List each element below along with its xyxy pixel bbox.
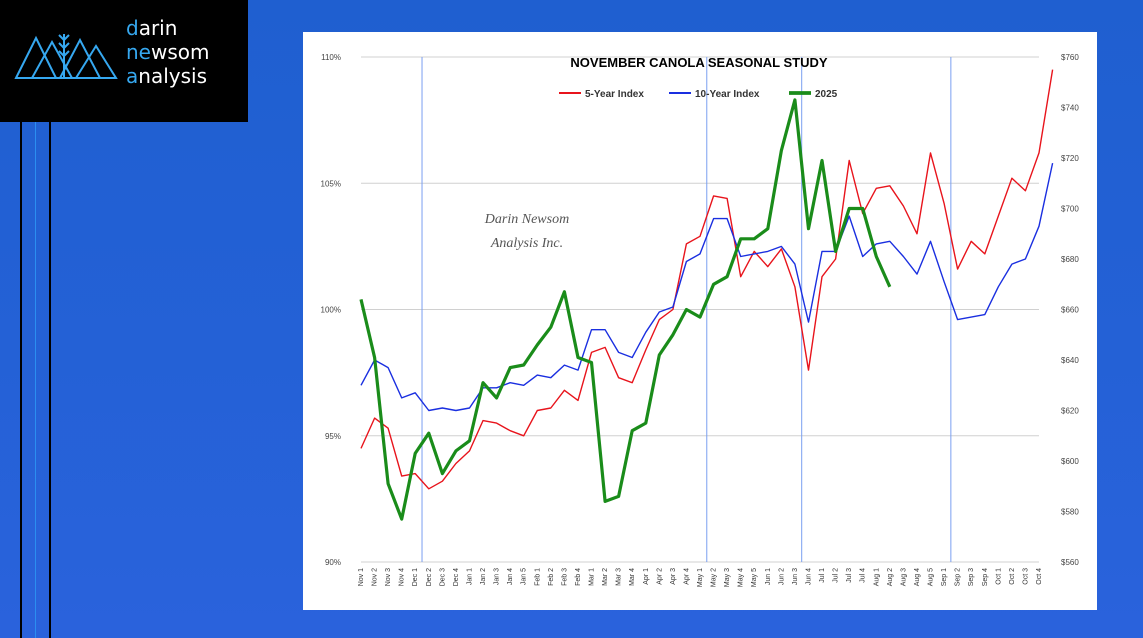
seasonal-chart: 90% 95% 100% 105% 110% $560 $580 $600 $620 $640 $6…: [321, 53, 1080, 587]
y-right-tick-label: $660: [1061, 306, 1079, 315]
x-tick-label: Nov 2: [372, 568, 379, 586]
x-tick-label: Jan 4: [507, 568, 514, 585]
legend-label: 10-Year Index: [695, 89, 760, 100]
y-left-tick-label: 95%: [325, 432, 341, 441]
chart-panel: 90% 95% 100% 105% 110% $560 $580 $600 $620 $640 $6…: [303, 32, 1097, 610]
legend-label: 5-Year Index: [585, 89, 644, 100]
y-left-tick-label: 90%: [325, 558, 341, 567]
x-tick-label: Mar 3: [616, 568, 623, 586]
x-tick-label: Jun 4: [805, 568, 812, 585]
x-tick-label: Oct 1: [995, 568, 1002, 585]
x-tick-label: Jul 2: [833, 568, 840, 583]
x-tick-label: Jan 1: [466, 568, 473, 585]
x-tick-label: Oct 4: [1036, 568, 1043, 585]
y-right-tick-label: $620: [1061, 407, 1079, 416]
x-tick-label: Aug 3: [900, 568, 907, 586]
logo-wordmark: darin newsom analysis: [126, 16, 210, 88]
watermark-line-1: Darin Newsom: [484, 212, 569, 227]
x-tick-label: Mar 2: [602, 568, 609, 586]
decorative-bar: [20, 122, 22, 638]
x-tick-label: Mar 4: [629, 568, 636, 586]
x-tick-label: May 2: [711, 568, 718, 587]
x-tick-label: May 4: [738, 568, 745, 587]
x-tick-label: Sep 2: [955, 568, 962, 586]
x-tick-label: Jun 2: [778, 568, 785, 585]
x-tick-label: Dec 3: [439, 568, 446, 586]
y-left-tick-label: 105%: [321, 179, 341, 188]
y-right-tick-label: $640: [1061, 356, 1079, 365]
y-right-tick-label: $580: [1061, 508, 1079, 517]
x-tick-label: Jul 4: [860, 568, 867, 583]
x-tick-label: Aug 1: [873, 568, 880, 586]
y-right-tick-label: $740: [1061, 104, 1079, 113]
x-tick-label: Feb 3: [561, 568, 568, 586]
x-tick-label: Aug 2: [887, 568, 894, 586]
x-tick-label: Jan 3: [494, 568, 501, 585]
y-right-tick-label: $560: [1061, 558, 1079, 567]
y-right-tick-label: $680: [1061, 255, 1079, 264]
y-right-tick-label: $700: [1061, 205, 1079, 214]
x-tick-label: Nov 3: [385, 568, 392, 586]
x-tick-label: May 5: [751, 568, 758, 587]
x-tick-label: Sep 1: [941, 568, 948, 586]
x-tick-label: Apr 2: [656, 568, 663, 585]
x-tick-label: Jan 5: [521, 568, 528, 585]
x-tick-label: Dec 4: [453, 568, 460, 586]
x-tick-label: Jul 3: [846, 568, 853, 583]
decorative-bar: [49, 122, 51, 638]
logo-box: darin newsom analysis: [0, 0, 248, 122]
x-tick-label: Jul 1: [819, 568, 826, 583]
x-tick-label: Oct 2: [1009, 568, 1016, 585]
x-tick-label: Feb 4: [575, 568, 582, 586]
x-tick-label: Dec 1: [412, 568, 419, 586]
legend-label: 2025: [815, 89, 838, 100]
x-tick-label: May 1: [697, 568, 704, 587]
x-tick-label: Nov 1: [358, 568, 365, 586]
x-tick-label: Sep 4: [982, 568, 989, 586]
x-tick-label: Mar 1: [589, 568, 596, 586]
series-line-1: [360, 69, 1054, 490]
x-tick-label: Oct 3: [1022, 568, 1029, 585]
x-tick-label: Feb 1: [534, 568, 541, 586]
x-tick-label: Jun 1: [765, 568, 772, 585]
series-line-2: [360, 162, 1054, 412]
x-tick-label: May 3: [724, 568, 731, 587]
decorative-bar: [35, 122, 36, 638]
x-tick-label: Aug 4: [914, 568, 921, 586]
x-tick-label: Jan 2: [480, 568, 487, 585]
x-tick-label: Dec 2: [426, 568, 433, 586]
x-tick-label: Feb 2: [548, 568, 555, 586]
y-right-tick-label: $760: [1061, 53, 1079, 62]
y-right-tick-label: $600: [1061, 457, 1079, 466]
x-tick-label: Nov 4: [399, 568, 406, 586]
x-tick-label: Jun 3: [792, 568, 799, 585]
y-left-tick-label: 110%: [321, 53, 341, 62]
x-tick-label: Apr 3: [670, 568, 677, 585]
x-tick-label: Sep 3: [968, 568, 975, 586]
watermark-line-2: Analysis Inc.: [490, 236, 563, 251]
x-tick-label: Apr 4: [683, 568, 690, 585]
x-tick-label: Aug 5: [928, 568, 935, 586]
y-right-tick-label: $720: [1061, 154, 1079, 163]
x-tick-label: Apr 1: [643, 568, 650, 585]
mountain-wheat-logo-icon: [14, 34, 118, 79]
chart-title: NOVEMBER CANOLA SEASONAL STUDY: [570, 55, 827, 70]
y-left-tick-label: 100%: [321, 306, 341, 315]
series-line-3: [359, 98, 892, 521]
